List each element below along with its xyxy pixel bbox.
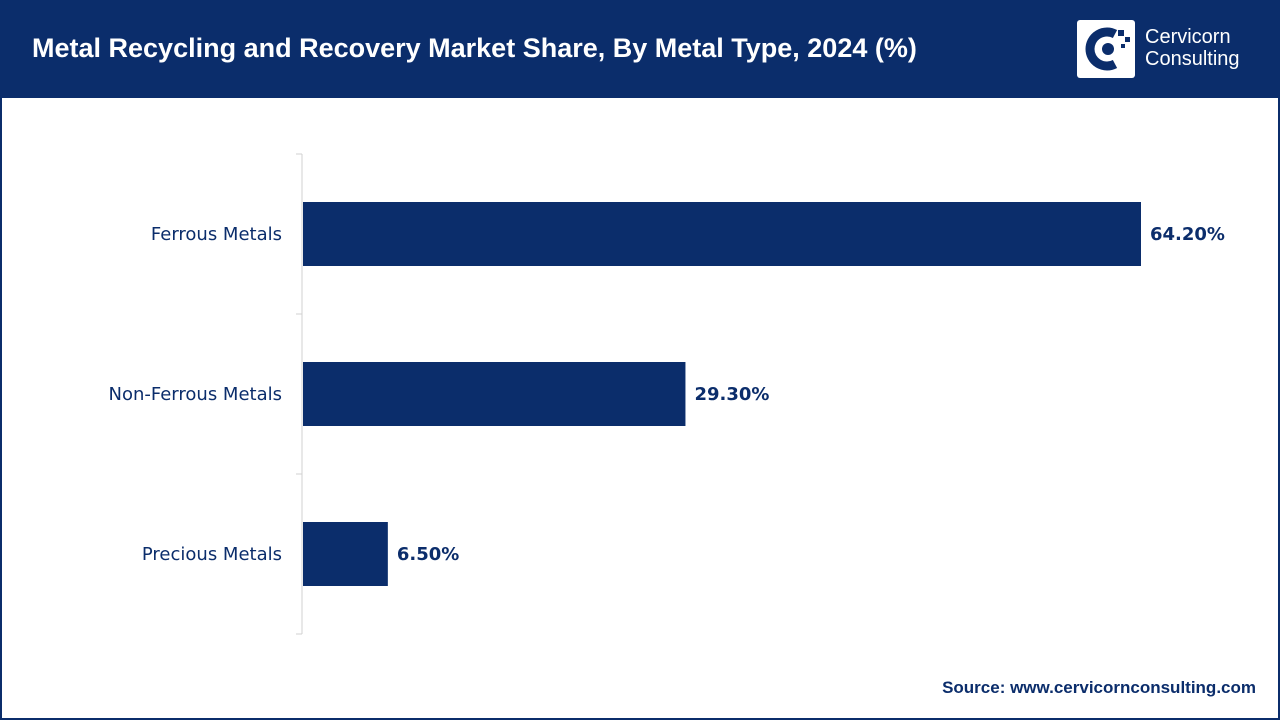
bar-precious-metals <box>303 522 388 586</box>
bar-chart: Ferrous Metals 64.20% Non-Ferrous Metals 29… <box>108 153 1225 635</box>
category-label: Non-Ferrous Metals <box>108 384 282 405</box>
brand-name-line2: Consulting <box>1145 48 1240 70</box>
category-label: Precious Metals <box>142 544 282 565</box>
value-label: 29.30% <box>694 384 769 405</box>
bar-non-ferrous-metals <box>303 362 686 426</box>
brand-name-line1: Cervicorn <box>1145 26 1231 48</box>
cervicorn-logo-icon <box>1077 20 1135 78</box>
value-label: 64.20% <box>1150 224 1225 245</box>
brand-logo: Cervicorn Consulting <box>1077 20 1267 82</box>
chart-title: Metal Recycling and Recovery Market Shar… <box>32 33 917 63</box>
source-note: Source: www.cervicornconsulting.com <box>942 678 1256 697</box>
brand-name: Cervicorn Consulting <box>1145 26 1240 70</box>
bar-ferrous-metals <box>303 202 1141 266</box>
value-label: 6.50% <box>397 544 459 565</box>
category-label: Ferrous Metals <box>151 224 282 245</box>
header-bar: Metal Recycling and Recovery Market Shar… <box>2 2 1278 98</box>
